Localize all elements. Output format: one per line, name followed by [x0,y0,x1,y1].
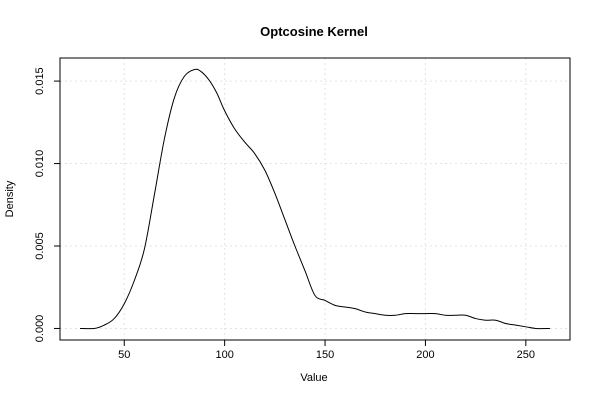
y-tick-label: 0.010 [34,150,46,178]
y-tick-label: 0.000 [34,315,46,343]
x-tick-label: 250 [517,349,535,361]
grid-lines [60,58,570,340]
density-curve [80,68,550,330]
x-axis-label: Value [300,372,327,384]
x-tick-label: 200 [416,349,434,361]
y-axis-label: Density [4,180,16,217]
x-tick-label: 150 [316,349,334,361]
y-axis: 0.000 0.005 0.010 0.015 [34,67,61,343]
x-tick-label: 50 [118,349,130,361]
plot-frame [59,57,571,341]
chart-title: Optcosine Kernel [260,24,368,39]
y-tick-label: 0.005 [34,232,46,260]
x-axis: 50 100 150 200 250 [118,339,535,361]
y-tick-label: 0.015 [34,67,46,95]
x-tick-label: 100 [215,349,233,361]
